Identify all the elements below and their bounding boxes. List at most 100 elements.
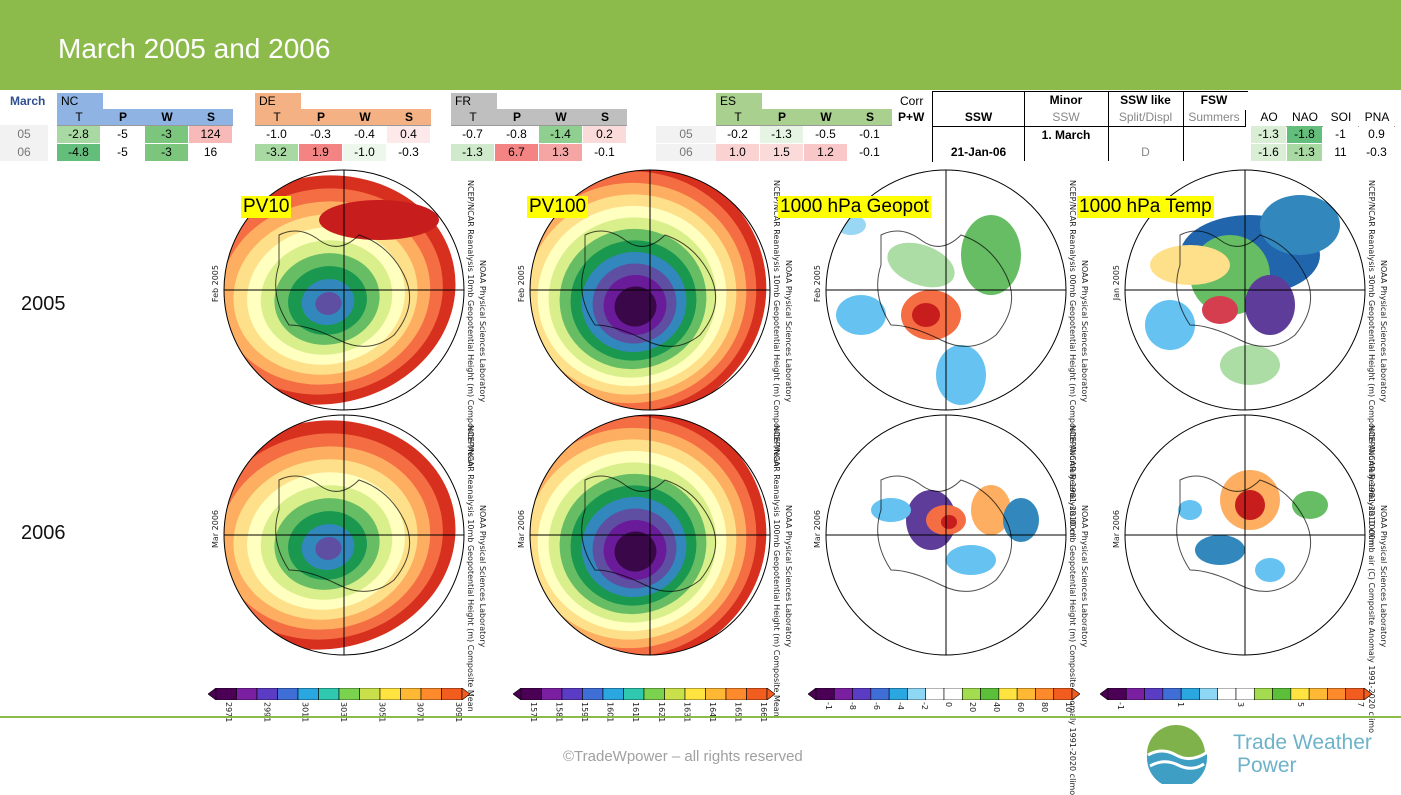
column-header: W (804, 109, 848, 126)
colorbar-tick-label: 3031 (339, 702, 348, 723)
colorbar-tick-label: 7 (1356, 702, 1365, 708)
map-date-text: Feb 2005 (813, 265, 822, 303)
colorbar-tick-label: 3051 (377, 702, 387, 723)
table-cell: -5 (101, 126, 144, 143)
table-cell: 1.9 (299, 144, 342, 161)
table-cell: 1.5 (760, 144, 803, 161)
year-label-2006: 2006 (21, 522, 66, 544)
map-title-label: PV100 (527, 196, 589, 218)
table-cell: -4.8 (57, 144, 100, 161)
table-cell: -0.5 (804, 126, 847, 143)
copyright-text: ©TradeWpower – all rights reserved (563, 748, 803, 765)
ssw-cell: D (1141, 145, 1150, 159)
colorbar-tick-label: 40 (992, 702, 1001, 713)
index-cell: -1 (1323, 126, 1358, 143)
map-title-label: 1000 hPa Temp (1077, 196, 1214, 218)
ssw-divider (1024, 91, 1025, 161)
table-cell: -0.2 (716, 126, 759, 143)
colorbar-tick-label: -6 (872, 702, 881, 710)
table-cell: -1.4 (539, 126, 582, 143)
ssw-col-subheader: Summers (1183, 110, 1246, 127)
colorbar-tick-label: 3091 (454, 702, 463, 723)
polar-map-1-4 (1124, 169, 1366, 411)
ssw-cell: 21-Jan-06 (950, 145, 1007, 159)
column-header: T (255, 109, 299, 126)
column-header: T (716, 109, 760, 126)
table-cell: -1.0 (255, 126, 298, 143)
group-name: NC (57, 93, 103, 109)
table-cell: 0.4 (387, 126, 430, 143)
colorbar-tick-label: 1571 (529, 702, 538, 723)
table-month-label: March (10, 94, 46, 108)
colorbar-tick-label: 1631 (682, 702, 692, 723)
colorbar-tick-label: -2 (920, 702, 929, 710)
polar-map-2-1 (223, 414, 465, 656)
colorbar-tick-label: 1641 (707, 702, 717, 723)
map-credit-text: NCEP/NCAR Reanalysis 10mb Geopotential H… (772, 180, 781, 467)
colorbar-tick-label: 1581 (554, 702, 564, 723)
row-label: 06 (656, 144, 716, 161)
map-lab-text: NOAA Physical Sciences Laboratory (1379, 260, 1388, 403)
table-cell: -5 (101, 144, 144, 161)
table-cell: 124 (189, 126, 232, 143)
map-title-label: 1000 hPa Geopot (778, 196, 931, 218)
year-label-2005: 2005 (21, 293, 66, 315)
ssw-col-subheader: SSW (1024, 110, 1109, 127)
table-cell: -3.2 (255, 144, 298, 161)
index-cell: -0.3 (1359, 144, 1394, 161)
table-cell: -0.1 (848, 126, 891, 143)
colorbar-tick-label: 20 (968, 702, 977, 713)
table-cell: -0.8 (495, 126, 538, 143)
column-header: S (387, 109, 431, 126)
index-header: PNA (1359, 110, 1395, 127)
table-cell: -0.1 (583, 144, 626, 161)
map-credit-text: NCEP/NCAR Reanalysis 00mb Geopotential H… (1068, 425, 1077, 795)
row-label: 05 (656, 126, 716, 143)
map-date-text: Feb 2005 (517, 265, 526, 303)
row-label: 06 (0, 143, 48, 161)
column-header: P (495, 109, 539, 126)
table-cell: -1.3 (760, 126, 803, 143)
brand-name-line1: Trade Weather (1233, 731, 1372, 754)
table-cell: -0.7 (451, 126, 494, 143)
colorbar-tick-label: 1601 (605, 702, 615, 723)
colorbar-tick-label: 3071 (415, 702, 425, 723)
column-header: W (343, 109, 387, 126)
footer-divider (0, 716, 1401, 718)
ssw-col-subheader: Split/Displ (1108, 110, 1184, 127)
polar-map-1-3 (825, 169, 1067, 411)
map-date-text: Jan 2005 (1112, 265, 1121, 301)
table-cell: -0.4 (343, 126, 386, 143)
map-date-text: Feb 2005 (211, 265, 220, 303)
table-cell: 0.2 (583, 126, 626, 143)
group-name: FR (451, 93, 497, 109)
corr-header: Corr (900, 94, 924, 108)
polar-map-2-2 (529, 414, 771, 656)
map-date-text: Mar 2006 (211, 510, 220, 548)
trade-weather-power-logo-icon (1147, 725, 1207, 784)
table-cell: -3 (145, 126, 188, 143)
table-cell: -0.1 (848, 144, 891, 161)
table-cell: -3 (145, 144, 188, 161)
polar-map-2-4 (1124, 414, 1366, 656)
group-name: ES (716, 93, 762, 109)
table-cell: 1.2 (804, 144, 847, 161)
polar-map-1-1 (223, 169, 465, 411)
ssw-col-subheader: SSW (933, 110, 1025, 127)
map-credit-text: NCEP/NCAR Reanalysis 00mb Geopotential H… (1068, 180, 1077, 538)
map-title-label: PV10 (241, 196, 292, 218)
map-lab-text: NOAA Physical Sciences Laboratory (1080, 260, 1089, 403)
map-credit-text: NCEP/NCAR Reanalysis 10mb Geopotential H… (466, 425, 475, 712)
table-cell: 6.7 (495, 144, 538, 161)
colorbar-tick-label: 3011 (300, 702, 310, 723)
colorbar-tick-label: 60 (1016, 702, 1025, 713)
colorbar-tick-label: 0 (944, 702, 953, 708)
colorbar-tick-label: 5 (1296, 702, 1305, 708)
map-date-text: Mar 2006 (1112, 510, 1121, 548)
index-header: AO (1251, 110, 1287, 127)
column-header: W (145, 109, 189, 126)
map-credit-text: NCEP/NCAR Reanalysis 10mb Geopotential H… (466, 180, 475, 467)
map-lab-text: NOAA Physical Sciences Laboratory (1379, 505, 1388, 648)
ssw-col-header: FSW (1200, 93, 1228, 107)
header-banner: March 2005 and 2006 (0, 0, 1401, 90)
